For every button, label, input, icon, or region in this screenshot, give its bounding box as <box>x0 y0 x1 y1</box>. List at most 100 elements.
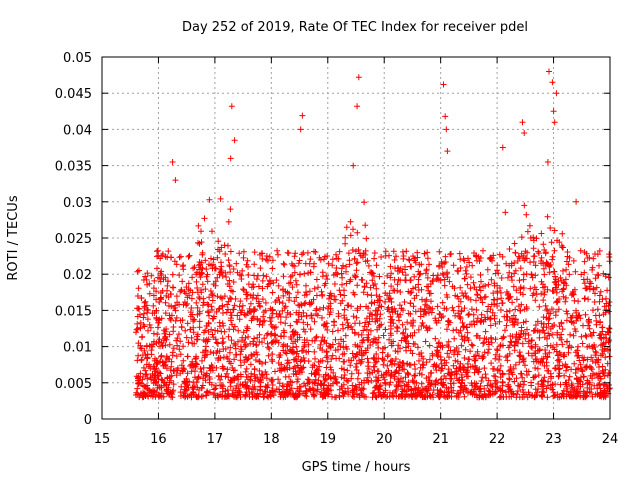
x-tick-label: 20 <box>376 432 393 447</box>
data-point <box>199 357 205 364</box>
data-point <box>601 303 608 310</box>
data-point <box>269 265 276 272</box>
data-point <box>239 267 246 274</box>
data-point <box>288 336 295 342</box>
data-point <box>503 308 510 315</box>
data-point <box>313 276 320 283</box>
data-point <box>269 257 276 264</box>
data-point <box>543 324 550 331</box>
data-point <box>289 329 296 335</box>
data-point <box>366 370 373 377</box>
data-point <box>161 330 168 337</box>
data-point <box>549 253 556 260</box>
data-point <box>363 394 369 400</box>
data-point <box>146 361 153 368</box>
data-point <box>402 374 409 381</box>
data-point <box>180 357 187 364</box>
data-point <box>596 393 603 400</box>
data-point <box>381 376 388 383</box>
data-point <box>217 355 224 361</box>
data-point <box>146 321 153 328</box>
data-point <box>263 253 270 259</box>
y-tick-label: 0.05 <box>63 51 92 66</box>
data-point <box>371 335 378 342</box>
data-point <box>338 336 344 343</box>
data-point <box>562 276 569 283</box>
data-point <box>231 137 238 144</box>
data-point <box>149 310 156 317</box>
data-point <box>341 292 348 299</box>
data-point <box>341 287 347 294</box>
data-point <box>426 342 433 349</box>
data-point <box>250 313 257 320</box>
data-point <box>153 307 160 314</box>
data-point <box>321 256 327 263</box>
data-point <box>253 349 260 356</box>
data-point <box>412 372 419 379</box>
data-point <box>315 284 321 291</box>
data-point <box>321 321 328 328</box>
data-point <box>263 332 270 338</box>
data-point <box>404 369 411 376</box>
data-point <box>481 365 488 372</box>
data-point <box>576 357 583 364</box>
data-point <box>386 308 393 315</box>
data-point <box>366 318 373 325</box>
data-point <box>195 222 202 229</box>
data-point <box>455 368 461 375</box>
data-point <box>515 303 522 310</box>
data-point <box>193 393 200 400</box>
data-point <box>485 338 492 345</box>
data-point <box>451 335 458 342</box>
data-point <box>218 244 225 251</box>
data-point <box>574 353 581 359</box>
data-point <box>538 278 545 285</box>
data-point <box>393 387 399 394</box>
data-point <box>563 383 570 390</box>
data-point <box>373 351 380 357</box>
data-point <box>212 385 219 392</box>
data-point <box>389 309 396 316</box>
data-point <box>465 390 471 396</box>
data-point <box>153 288 160 295</box>
data-point <box>134 385 141 392</box>
data-point <box>157 384 163 391</box>
data-point <box>455 310 462 317</box>
data-point <box>329 352 336 359</box>
data-point <box>146 280 153 287</box>
data-point <box>144 316 151 323</box>
data-point <box>497 393 504 400</box>
data-point <box>468 388 475 395</box>
data-point <box>494 282 501 289</box>
data-point <box>220 339 227 345</box>
data-point <box>341 390 348 397</box>
data-point <box>484 266 491 273</box>
data-point <box>382 326 389 333</box>
data-point <box>146 290 153 297</box>
data-point <box>412 366 419 372</box>
data-point <box>399 362 406 369</box>
data-point <box>580 322 586 329</box>
data-point <box>469 262 476 269</box>
data-point <box>497 362 504 369</box>
data-point <box>329 262 336 269</box>
data-point <box>348 357 355 364</box>
data-point <box>349 393 356 399</box>
data-point <box>250 281 257 288</box>
data-point <box>464 281 471 288</box>
data-point <box>225 218 232 225</box>
data-point <box>170 345 177 352</box>
data-point <box>504 357 511 364</box>
data-point <box>176 301 183 308</box>
data-point <box>197 264 204 271</box>
data-point <box>378 254 385 260</box>
data-point <box>470 318 477 325</box>
data-point <box>301 270 308 277</box>
data-point <box>264 382 271 388</box>
data-point <box>209 306 215 313</box>
data-point <box>559 341 566 348</box>
data-point <box>605 370 612 376</box>
data-point <box>444 350 451 357</box>
data-point <box>310 387 317 394</box>
data-point <box>153 296 160 303</box>
